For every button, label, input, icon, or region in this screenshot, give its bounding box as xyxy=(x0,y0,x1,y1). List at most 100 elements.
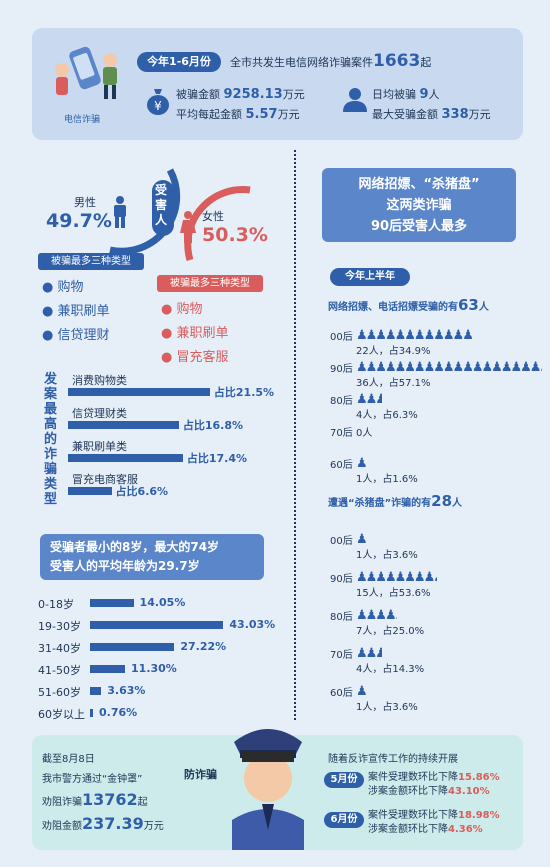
max-label: 最大受骗金额 xyxy=(372,108,438,121)
female-type-1-text: 购物 xyxy=(176,302,203,317)
age-group-label: 00后 xyxy=(330,536,353,547)
fraud-type-pct: 占比21.5% xyxy=(213,386,275,399)
male-icon xyxy=(112,196,128,232)
age-banner: 受骗者最小的8岁，最大的74岁 受害人的平均年龄为29.7岁 xyxy=(40,534,264,580)
male-type-1-text: 购物 xyxy=(57,280,84,295)
male-type-2-text: 兼职刷单 xyxy=(57,304,110,319)
bottom-line-3: 劝阻诈骗13762起 xyxy=(42,790,148,809)
bottom-line-2: 我市警方通过“金钟罩” xyxy=(42,774,143,785)
max-value: 338 xyxy=(441,107,469,122)
stop-amount-label: 劝阻金额 xyxy=(42,821,82,832)
jun-line-2-label: 涉案金额环比下降 xyxy=(368,824,448,835)
person-glyphs: ♟♟♟♟♟♟♟♟♟♟♟♟♟♟♟ xyxy=(356,570,437,584)
fraud-type-bar xyxy=(68,487,112,495)
person-icon xyxy=(342,86,368,112)
daily-value: 9 xyxy=(419,87,429,102)
avg-unit: 万元 xyxy=(277,108,300,121)
daily-unit: 人 xyxy=(428,88,440,101)
pig-title-num: 28 xyxy=(431,492,453,510)
age-label: 31-40岁 xyxy=(38,642,81,655)
age-group-label: 60后 xyxy=(330,688,353,699)
may-line-1: 案件受理数环比下降15.86% xyxy=(368,768,500,783)
male-type-3: ● 信贷理财 xyxy=(42,328,110,343)
max-unit: 万元 xyxy=(468,108,491,121)
female-type-2: ● 兼职刷单 xyxy=(161,326,229,341)
rec-title-unit: 人 xyxy=(478,302,489,313)
age-group-label: 60后 xyxy=(330,460,353,471)
male-type-1: ● 购物 xyxy=(42,280,84,295)
pig-title: 遭遇“杀猪盘”诈骗的有28人 xyxy=(328,492,462,510)
stop-amount-value: 237.39 xyxy=(82,814,144,833)
jun-badge: 6月份 xyxy=(324,812,364,828)
age-pct: 27.22% xyxy=(180,640,227,653)
male-pct: 49.7% xyxy=(46,210,112,232)
age-label: 51-60岁 xyxy=(38,686,81,699)
person-glyphs: ♟ xyxy=(356,456,367,470)
age-label: 60岁以上 xyxy=(38,708,85,721)
male-types-title: 被骗最多三种类型 xyxy=(38,253,144,270)
age-pct: 11.30% xyxy=(131,662,177,675)
max-line: 最大受骗金额 338万元 xyxy=(372,106,491,122)
male-type-3-text: 信贷理财 xyxy=(57,328,110,343)
avg-value: 5.57 xyxy=(245,107,278,122)
daily-label: 日均被骗 xyxy=(372,88,416,101)
police-officer-illustration xyxy=(222,722,314,850)
bottom-line-1: 截至8月8日 xyxy=(42,754,95,765)
fraud-type-pct: 占比16.8% xyxy=(182,419,244,432)
logo-text: 电信诈骗 xyxy=(64,115,101,125)
age-group-label: 90后 xyxy=(330,574,353,585)
age-label: 0-18岁 xyxy=(38,598,74,611)
female-icon xyxy=(180,211,196,247)
fraud-types-title: 发案最高的诈骗类型 xyxy=(44,372,58,507)
may-badge: 5月份 xyxy=(324,772,364,788)
may-line-2-label: 涉案金额环比下降 xyxy=(368,786,448,797)
stop-count-unit: 起 xyxy=(137,797,148,808)
female-type-2-text: 兼职刷单 xyxy=(176,326,229,341)
age-pct: 14.05% xyxy=(139,596,186,609)
jun-line-1: 案件受理数环比下降18.98% xyxy=(368,806,500,821)
stop-count-label: 劝阻诈骗 xyxy=(42,797,82,808)
age-group-label: 80后 xyxy=(330,612,353,623)
svg-text:¥: ¥ xyxy=(154,99,162,113)
amount-label: 被骗金额 xyxy=(176,88,220,101)
male-label: 男性 xyxy=(74,196,96,209)
age-group-label: 70后 xyxy=(330,650,353,661)
female-type-3: ● 冒充客服 xyxy=(161,350,229,365)
group-count-text: 4人，占6.3% xyxy=(356,410,418,421)
person-glyphs: ♟ xyxy=(356,532,367,546)
fraud-type-pct: 占比17.4% xyxy=(186,452,247,465)
age-banner-line-2: 受害人的平均年龄为29.7岁 xyxy=(50,559,200,573)
amount-unit: 万元 xyxy=(282,88,305,101)
half-year-badge: 今年上半年 xyxy=(330,268,410,286)
fraud-type-name: 消费购物类 xyxy=(72,374,127,387)
avg-line: 平均每起金额 5.57万元 xyxy=(176,106,300,122)
amount-value: 9258.13 xyxy=(223,87,283,102)
may-line-1-value: 15.86% xyxy=(458,772,500,783)
age-group-label: 70后 xyxy=(330,428,353,439)
daily-line: 日均被骗 9人 xyxy=(372,86,440,102)
person-glyphs: ♟♟♟♟♟♟♟♟♟♟♟♟♟♟♟♟♟♟♟♟♟♟ xyxy=(356,328,472,342)
female-type-3-text: 冒充客服 xyxy=(176,350,229,365)
right-title: 随着反诈宣传工作的持续开展 xyxy=(328,754,458,765)
right-box-line-1: 网络招嫖、“杀猪盘” xyxy=(358,177,480,192)
group-count-text: 1人，占3.6% xyxy=(356,702,418,713)
fraud-type-name: 信贷理财类 xyxy=(72,407,127,420)
group-count-text: 7人，占25.0% xyxy=(356,626,425,637)
group-count-text: 4人，占14.3% xyxy=(356,664,425,675)
age-group-label: 80后 xyxy=(330,396,353,407)
may-line-1-label: 案件受理数环比下降 xyxy=(368,772,458,783)
group-count-text: 1人，占1.6% xyxy=(356,474,418,485)
fraud-type-pct: 占比6.6% xyxy=(115,485,169,498)
age-pct: 0.76% xyxy=(99,706,138,719)
jun-line-2: 涉案金额环比下降4.36% xyxy=(368,820,483,835)
age-group-label: 00后 xyxy=(330,332,353,343)
phone-thief-illustration xyxy=(48,40,128,110)
age-bar xyxy=(90,687,102,695)
person-glyphs: ♟♟♟♟ xyxy=(356,646,382,660)
group-count-text: 0人 xyxy=(356,428,373,439)
case-count-line: 全市共发生电信网络诈骗案件1663起 xyxy=(230,50,431,74)
age-bar xyxy=(90,665,126,673)
money-bag-icon: ¥ xyxy=(146,87,170,115)
avg-label: 平均每起金额 xyxy=(176,108,242,121)
